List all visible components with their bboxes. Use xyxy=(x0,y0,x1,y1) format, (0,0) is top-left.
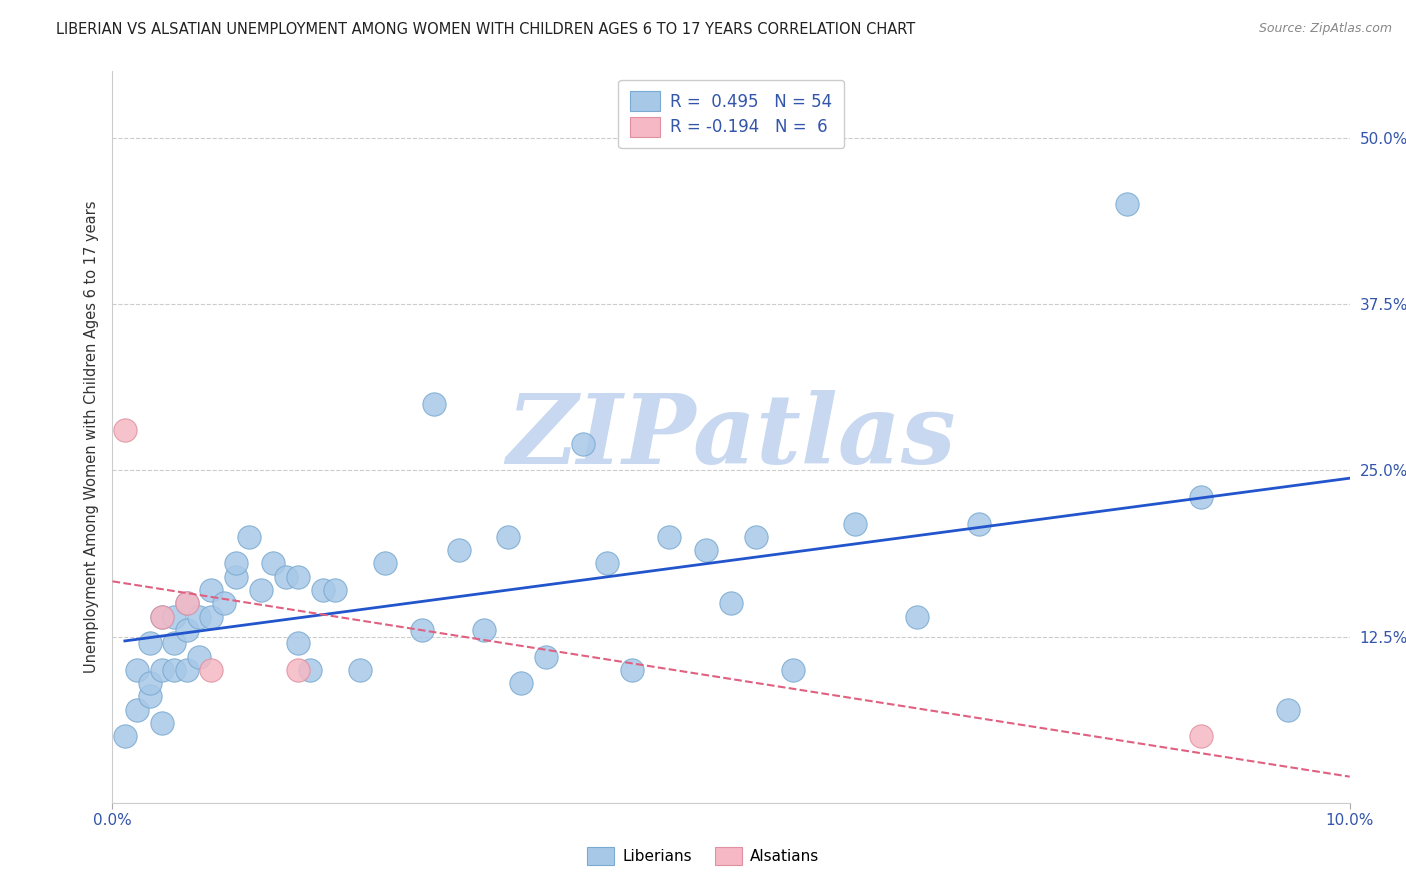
Point xyxy=(200,663,222,677)
Point xyxy=(163,636,186,650)
Legend: R =  0.495   N = 54, R = -0.194   N =  6: R = 0.495 N = 54, R = -0.194 N = 6 xyxy=(619,79,844,148)
Y-axis label: Unemployment Among Women with Children Ages 6 to 17 years: Unemployment Among Women with Children A… xyxy=(83,201,98,673)
Point xyxy=(127,703,149,717)
Point xyxy=(176,663,198,677)
Text: ZIPatlas: ZIPatlas xyxy=(506,390,956,484)
Text: LIBERIAN VS ALSATIAN UNEMPLOYMENT AMONG WOMEN WITH CHILDREN AGES 6 TO 17 YEARS C: LIBERIAN VS ALSATIAN UNEMPLOYMENT AMONG … xyxy=(56,22,915,37)
Point xyxy=(1116,197,1139,211)
Point xyxy=(225,570,247,584)
Text: Source: ZipAtlas.com: Source: ZipAtlas.com xyxy=(1258,22,1392,36)
Point xyxy=(225,557,247,571)
Point xyxy=(299,663,322,677)
Point xyxy=(150,716,173,731)
Point xyxy=(176,596,198,610)
Point xyxy=(200,609,222,624)
Point xyxy=(127,663,149,677)
Point xyxy=(287,636,309,650)
Point xyxy=(287,570,309,584)
Point xyxy=(844,516,866,531)
Point xyxy=(274,570,297,584)
Point xyxy=(163,609,186,624)
Point xyxy=(658,530,681,544)
Point xyxy=(905,609,928,624)
Point xyxy=(212,596,235,610)
Point xyxy=(695,543,717,558)
Point xyxy=(621,663,644,677)
Point xyxy=(138,636,160,650)
Point xyxy=(176,596,198,610)
Point xyxy=(114,729,136,743)
Point xyxy=(374,557,396,571)
Point xyxy=(150,609,173,624)
Point xyxy=(782,663,804,677)
Point xyxy=(323,582,346,597)
Legend: Liberians, Alsatians: Liberians, Alsatians xyxy=(579,840,827,872)
Point xyxy=(967,516,990,531)
Point xyxy=(411,623,433,637)
Point xyxy=(238,530,260,544)
Point xyxy=(163,663,186,677)
Point xyxy=(1277,703,1299,717)
Point xyxy=(349,663,371,677)
Point xyxy=(423,397,446,411)
Point xyxy=(188,649,211,664)
Point xyxy=(472,623,495,637)
Point xyxy=(262,557,284,571)
Point xyxy=(150,663,173,677)
Point xyxy=(250,582,273,597)
Point xyxy=(596,557,619,571)
Point xyxy=(200,582,222,597)
Point xyxy=(447,543,470,558)
Point xyxy=(176,623,198,637)
Point xyxy=(534,649,557,664)
Point xyxy=(188,609,211,624)
Point xyxy=(138,676,160,690)
Point xyxy=(571,436,593,450)
Point xyxy=(312,582,335,597)
Point xyxy=(1189,490,1212,504)
Point xyxy=(1189,729,1212,743)
Point xyxy=(498,530,520,544)
Point xyxy=(138,690,160,704)
Point xyxy=(509,676,531,690)
Point xyxy=(720,596,742,610)
Point xyxy=(745,530,768,544)
Point xyxy=(287,663,309,677)
Point xyxy=(114,424,136,438)
Point xyxy=(150,609,173,624)
